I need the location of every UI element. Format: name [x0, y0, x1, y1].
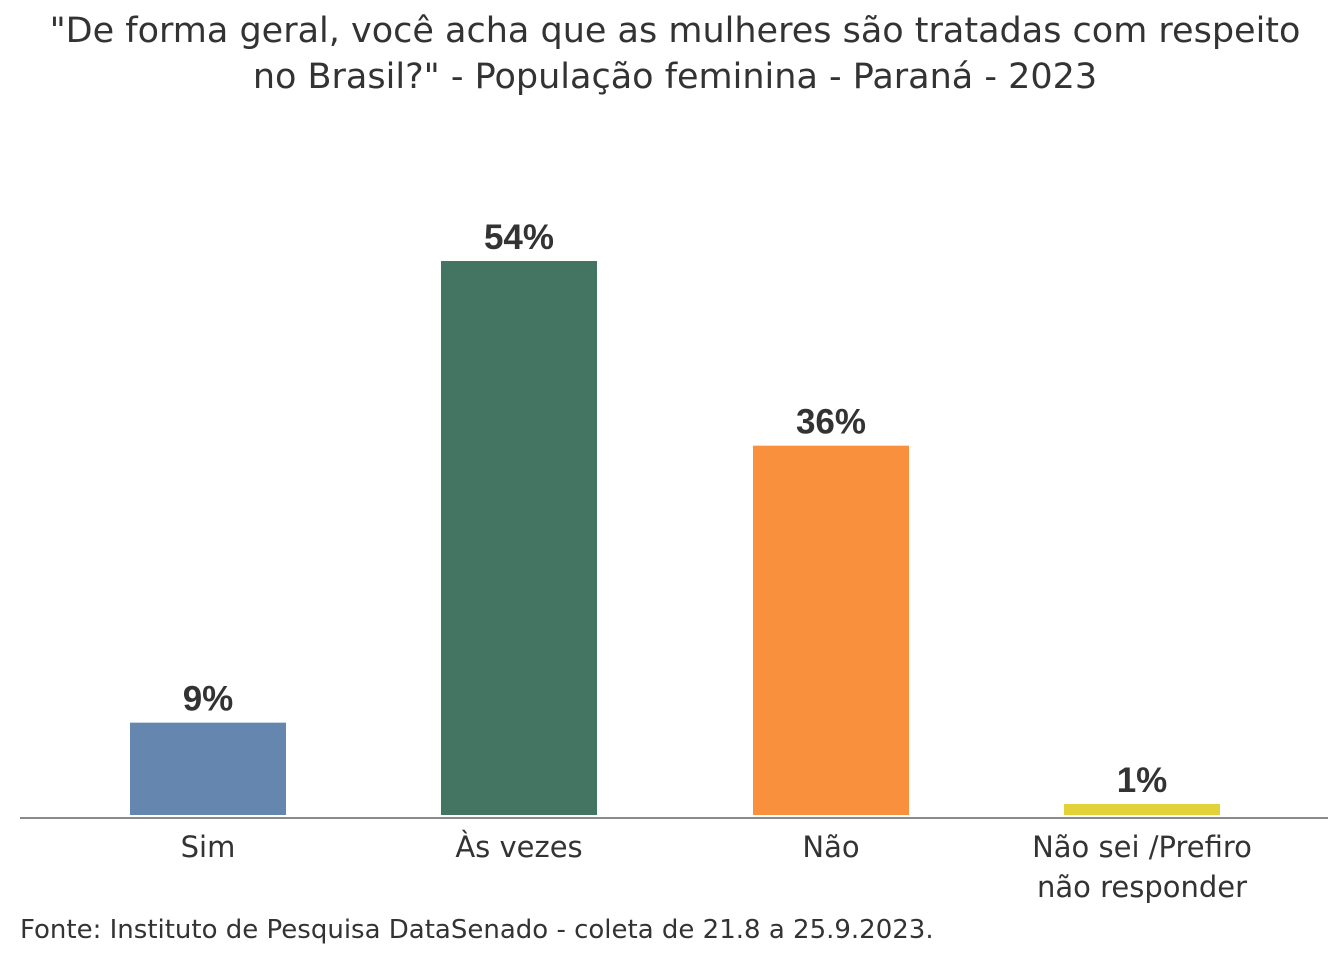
category-label-nao-sei-prefiro-nao-responder: Não sei /Prefiro não responder: [1032, 830, 1252, 904]
bar-sim: [130, 722, 286, 815]
data-label-sim: 9%: [183, 680, 234, 719]
data-label-nao-sei-prefiro-nao-responder: 1%: [1117, 761, 1168, 800]
data-label-nao: 36%: [796, 403, 866, 442]
bar-nao-sei-prefiro-nao-responder: [1064, 804, 1220, 815]
category-label-nao: Não: [802, 830, 859, 864]
category-label-as-vezes: Às vezes: [455, 830, 582, 864]
bars-group: [130, 261, 1220, 815]
bar-as-vezes: [441, 261, 597, 815]
bar-nao: [753, 445, 909, 815]
category-label-sim: Sim: [181, 830, 236, 864]
labels-group: 9% Sim 54% Às vezes 36% Não 1% Não sei /Prefiro…: [181, 218, 1252, 904]
source-note: Fonte: Instituto de Pesquisa DataSenado …: [20, 915, 934, 945]
data-label-as-vezes: 54%: [484, 218, 554, 257]
chart-title: "De forma geral, você acha que as mulher…: [49, 11, 1301, 97]
